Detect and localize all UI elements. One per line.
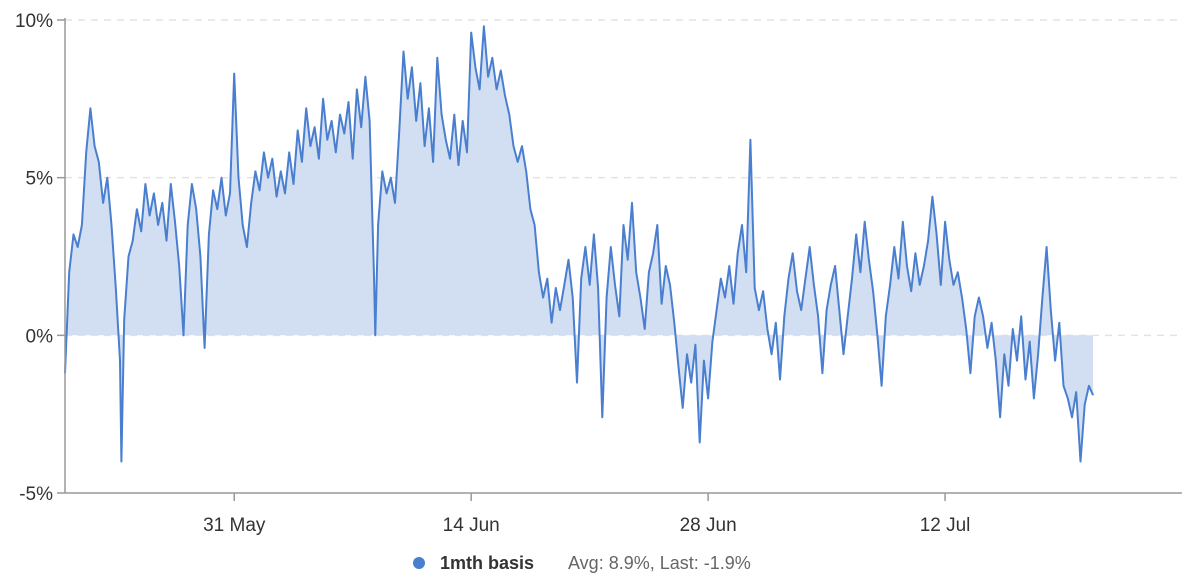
legend-marker bbox=[413, 557, 425, 569]
series-line-layer bbox=[64, 25, 1095, 463]
x-tick-label: 14 Jun bbox=[443, 515, 500, 536]
x-tick-label: 12 Jul bbox=[920, 515, 971, 536]
area-fill-layer bbox=[65, 26, 1094, 462]
legend-series-stats: Avg: 8.9%, Last: -1.9% bbox=[568, 553, 751, 573]
grid-lines bbox=[65, 19, 1182, 337]
legend[interactable]: 1mth basis Avg: 8.9%, Last: -1.9% bbox=[413, 553, 751, 573]
y-tick-label: 5% bbox=[26, 169, 54, 190]
y-tick-label: -5% bbox=[19, 484, 53, 505]
x-tick-label: 31 May bbox=[203, 515, 266, 536]
y-axis-ticks: 10% 5% 0% -5% bbox=[15, 11, 65, 505]
legend-series-name: 1mth basis bbox=[440, 553, 534, 573]
series-area-fill bbox=[65, 26, 1094, 462]
y-tick-label: 10% bbox=[15, 11, 53, 32]
series-line[interactable] bbox=[64, 25, 1095, 463]
axes bbox=[64, 18, 1182, 494]
y-tick-label: 0% bbox=[26, 326, 54, 347]
x-tick-label: 28 Jun bbox=[680, 515, 737, 536]
x-axis-ticks: 31 May 14 Jun 28 Jun 12 Jul bbox=[203, 493, 970, 536]
